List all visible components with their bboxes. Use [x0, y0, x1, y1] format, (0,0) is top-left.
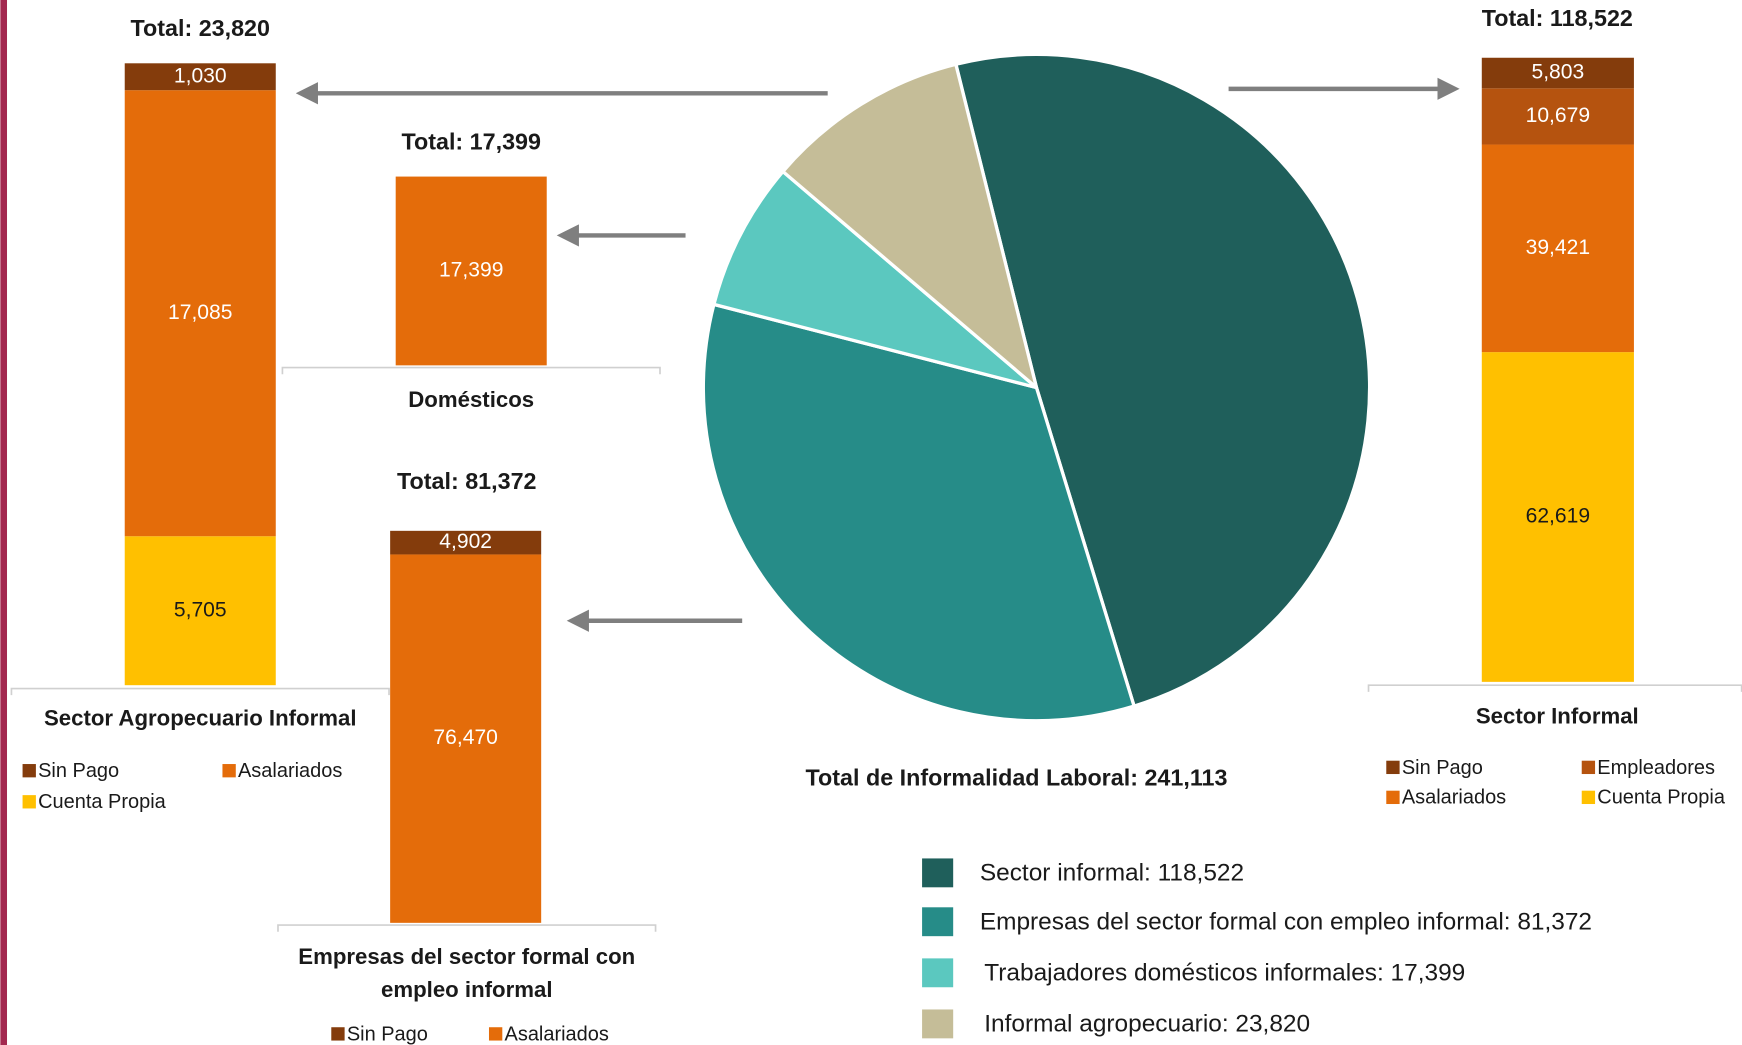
legend-swatch — [488, 1027, 503, 1041]
category-label: Sector Agropecuario Informal — [44, 705, 357, 730]
legend-swatch — [1581, 760, 1596, 775]
legend-label: Asalariados — [1402, 787, 1506, 809]
legend-swatch — [222, 764, 236, 778]
bar-segment — [390, 530, 542, 555]
bar-segment — [1481, 352, 1634, 682]
legend-label: Cuenta Propia — [38, 791, 167, 813]
legend-label: Cuenta Propia — [1597, 787, 1726, 809]
arrows — [295, 77, 1460, 632]
bar-total: Total: 118,522 — [1482, 5, 1633, 31]
legend-swatch — [1386, 790, 1400, 805]
legend-label: Empleadores — [1597, 757, 1715, 779]
data-label: 1,030 — [174, 64, 227, 87]
data-label: 76,470 — [433, 726, 497, 749]
legend-label: Asalariados — [505, 1023, 609, 1045]
legend-swatch — [22, 764, 36, 778]
data-label: 39,421 — [1526, 236, 1590, 259]
pie-slice — [701, 302, 1137, 723]
legend-swatch — [922, 907, 954, 937]
bar-segment — [395, 176, 547, 366]
legend-label: Sin Pago — [38, 760, 119, 782]
data-label: 17,399 — [439, 259, 503, 282]
category-label: Sector Informal — [1476, 703, 1639, 728]
bar-segment — [1481, 57, 1634, 89]
legend-label: Informal agropecuario: 23,820 — [984, 1010, 1310, 1037]
pie-slice — [780, 62, 1040, 393]
data-label: 5,705 — [174, 598, 227, 621]
category-axis — [281, 366, 661, 375]
bar-segment — [124, 536, 276, 686]
legend-swatch — [22, 795, 36, 809]
legend-swatch — [1386, 760, 1400, 775]
category-axis — [277, 924, 657, 932]
legend-label: Sin Pago — [347, 1023, 428, 1045]
legend-label: Asalariados — [238, 760, 342, 782]
data-label: 5,803 — [1531, 61, 1584, 84]
data-label: 4,902 — [439, 530, 492, 553]
bar-total: Total: 17,399 — [401, 128, 541, 154]
legend-swatch — [922, 958, 954, 988]
bar-segment — [124, 63, 276, 91]
legend-label: Trabajadores domésticos informales: 17,3… — [984, 959, 1465, 986]
legend-label: Empresas del sector formal con empleo in… — [980, 908, 1592, 935]
bar-segment — [124, 90, 276, 537]
legend-swatch — [331, 1027, 345, 1041]
bar-total: Total: 23,820 — [130, 15, 270, 41]
legend-label: Sin Pago — [1402, 757, 1483, 779]
data-label: 62,619 — [1526, 505, 1590, 528]
bar-segment — [1481, 88, 1634, 145]
legend-swatch — [922, 1009, 954, 1039]
pie-slice — [953, 52, 1372, 709]
category-label: Domésticos — [408, 387, 534, 412]
category-label-box: Empresas del sector formal con empleo in… — [298, 945, 636, 1003]
legend-swatch — [1581, 790, 1596, 805]
bar-segment — [390, 554, 542, 923]
bar-total: Total: 81,372 — [397, 468, 537, 494]
legend-label: Sector informal: 118,522 — [980, 859, 1244, 886]
side-border — [0, 0, 8, 1045]
legend-swatch — [922, 858, 954, 888]
category-axis — [1367, 684, 1742, 692]
pie-slice — [711, 169, 1038, 390]
category-label: Empresas del sector formal con empleo in… — [298, 945, 636, 1003]
category-axis — [10, 687, 390, 696]
data-label: 10,679 — [1526, 104, 1590, 127]
data-label: 17,085 — [168, 301, 232, 324]
bar-segment — [1481, 144, 1634, 353]
pie-title: Total de Informalidad Laboral: 241,113 — [806, 765, 1228, 791]
